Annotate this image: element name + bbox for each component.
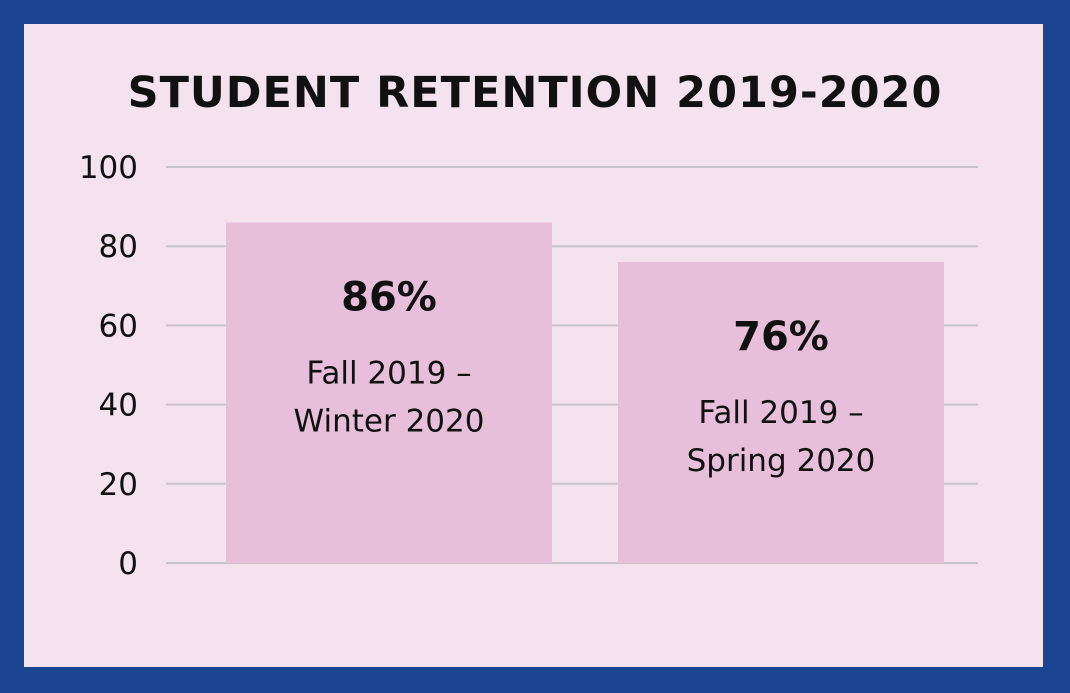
bars: 86% Fall 2019 – Winter 2020 76% Fall 2019 – S…: [226, 222, 944, 563]
y-tick-label: 40: [99, 388, 138, 424]
y-tick-label: 60: [99, 308, 138, 344]
bar-category-label: Spring 2020: [687, 443, 876, 479]
bar-category-label: Winter 2020: [294, 403, 485, 439]
bar: [618, 262, 944, 563]
bar: [226, 222, 552, 563]
y-tick-label: 0: [118, 546, 138, 582]
bar-value-label: 76%: [733, 314, 829, 360]
chart-title: STUDENT RETENTION 2019-2020: [127, 68, 943, 118]
y-tick-label: 80: [99, 229, 138, 265]
y-tick-label: 100: [79, 150, 138, 186]
y-axis: 0 20 40 60 80 100: [79, 150, 138, 582]
bar-value-label: 86%: [341, 274, 437, 320]
bar-category-label: Fall 2019 –: [698, 395, 863, 431]
bar-category-label: Fall 2019 –: [306, 355, 471, 391]
y-tick-label: 20: [99, 467, 138, 503]
